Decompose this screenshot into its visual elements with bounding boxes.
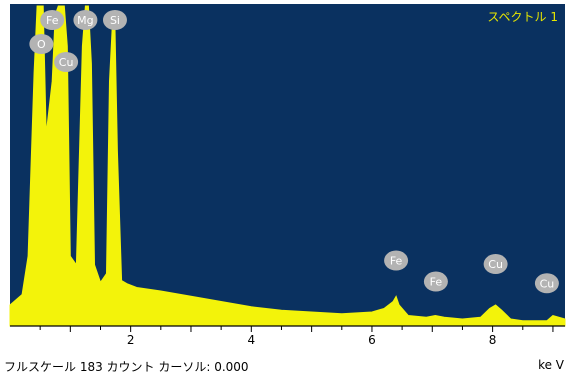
status-fullscale-cursor: フルスケール 183 カウント カーソル: 0.000 bbox=[4, 360, 249, 374]
peak-label-text: Cu bbox=[59, 56, 74, 69]
peak-label-text: Cu bbox=[540, 277, 555, 290]
peak-label-text: Mg bbox=[77, 14, 93, 27]
x-tick-label: 4 bbox=[247, 333, 255, 347]
peak-label-badge bbox=[102, 10, 127, 30]
peak-label-text: Cu bbox=[488, 258, 503, 271]
x-tick-label: 2 bbox=[127, 333, 135, 347]
x-tick-label: 6 bbox=[368, 333, 376, 347]
peak-label-badge bbox=[483, 254, 508, 275]
peak-label-text: Si bbox=[110, 14, 120, 27]
peak-label-badge bbox=[534, 273, 559, 294]
peak-label-badge bbox=[73, 10, 98, 30]
peak-label-text: O bbox=[37, 38, 46, 51]
peak-label-badge bbox=[29, 34, 54, 54]
spectrum-title: スペクトル 1 bbox=[487, 10, 558, 24]
peak-label-badge bbox=[54, 52, 79, 72]
peak-label-text: Fe bbox=[46, 14, 59, 27]
spectrum-plot-area[interactable] bbox=[10, 4, 565, 326]
spectrum-series bbox=[9, 5, 566, 327]
peak-label-text: Fe bbox=[390, 255, 403, 268]
peak-label-badge bbox=[40, 10, 65, 30]
peak-label-badge bbox=[423, 271, 448, 292]
x-axis-unit-label: ke V bbox=[538, 358, 564, 372]
peak-label-text: Fe bbox=[430, 276, 443, 289]
x-tick-label: 8 bbox=[489, 333, 497, 347]
peak-label-badge bbox=[384, 250, 409, 271]
